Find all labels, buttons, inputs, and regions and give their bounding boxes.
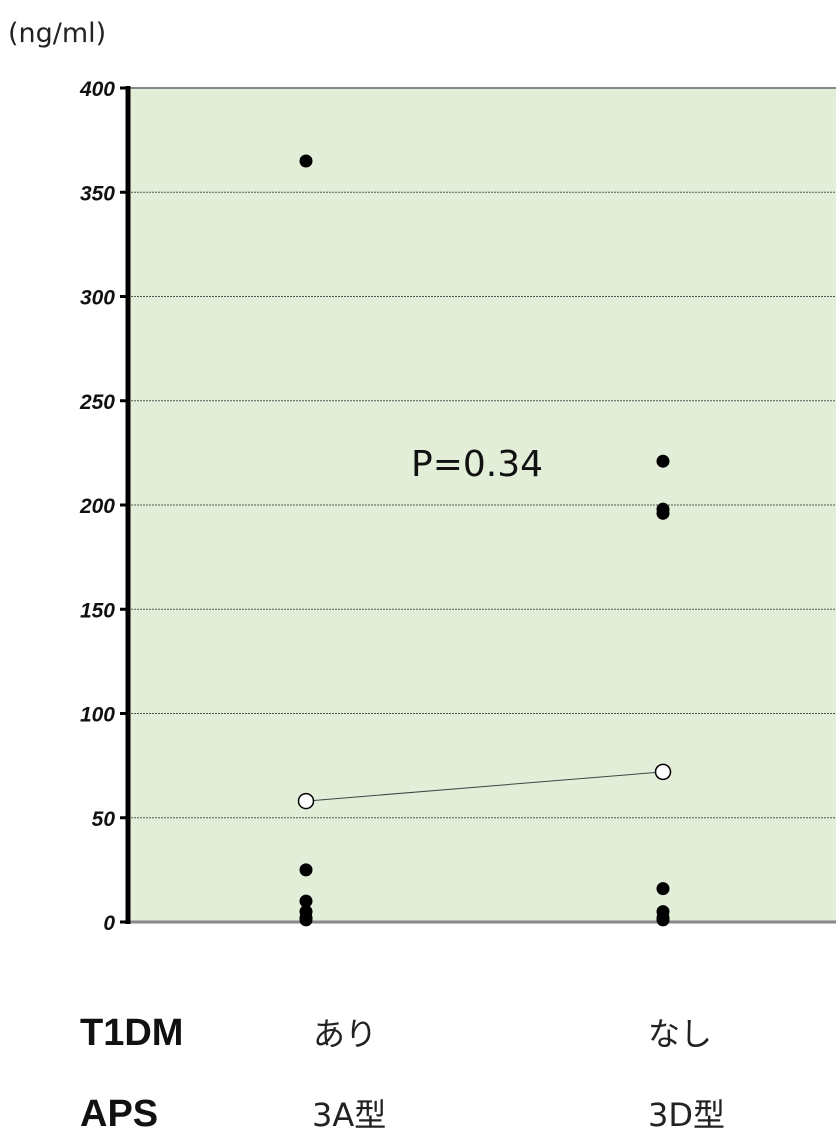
aps-value-group2: 3D型: [648, 1096, 725, 1132]
y-tick-label: 250: [79, 391, 115, 414]
mean-point: [654, 763, 672, 781]
data-point: [299, 863, 313, 877]
p-value-annotation: P=0.34: [411, 444, 543, 485]
y-tick-label: 50: [92, 808, 116, 831]
y-tick-label: 200: [79, 495, 115, 518]
y-tick-label: 0: [103, 912, 115, 935]
mean-point: [297, 792, 315, 810]
data-point: [656, 913, 670, 927]
t1dm-value-group1: あり: [313, 1015, 377, 1053]
data-point: [299, 894, 313, 908]
y-tick-label: 100: [80, 704, 115, 727]
data-point: [656, 882, 670, 896]
data-point: [299, 154, 313, 168]
data-point: [299, 913, 313, 927]
y-tick-label: 150: [80, 599, 115, 622]
t1dm-value-group2: なし: [648, 1015, 712, 1053]
y-tick-label: 350: [80, 182, 115, 205]
row-header-aps: APS: [80, 1093, 158, 1132]
data-point: [656, 454, 670, 468]
y-ticks: 0 50 100 150 200 250 300 350 400: [79, 78, 128, 935]
data-point: [656, 506, 670, 520]
y-tick-label: 400: [79, 78, 115, 101]
mean-connector-line: [305, 771, 664, 802]
mean-series: [297, 763, 672, 810]
grid-lines: [128, 191, 836, 819]
y-tick-label: 300: [80, 287, 115, 310]
data-points: [299, 154, 670, 927]
y-unit-label: (ng/ml): [8, 18, 106, 49]
row-header-t1dm: T1DM: [80, 1012, 183, 1054]
aps-value-group1: 3A型: [312, 1096, 386, 1132]
